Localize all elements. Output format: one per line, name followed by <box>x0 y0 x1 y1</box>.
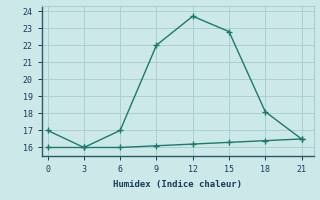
X-axis label: Humidex (Indice chaleur): Humidex (Indice chaleur) <box>113 180 242 189</box>
